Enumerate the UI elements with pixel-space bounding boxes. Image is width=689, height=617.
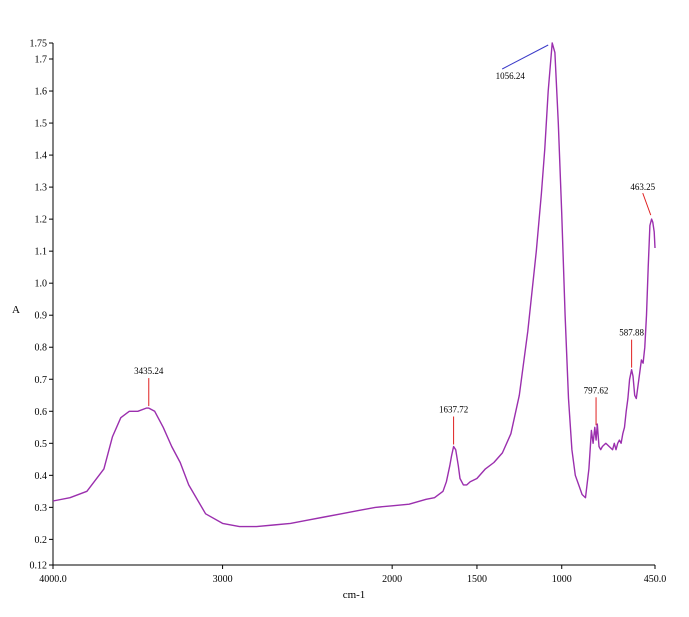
y-tick-label: 0.3 xyxy=(35,503,48,514)
peak-label: 797.62 xyxy=(584,385,609,395)
y-tick-label: 0.2 xyxy=(35,535,48,546)
x-tick-label: 1500 xyxy=(467,574,487,585)
x-tick-label: 450.0 xyxy=(644,574,667,585)
x-axis-label: cm-1 xyxy=(343,589,366,601)
y-tick-label: 0.9 xyxy=(35,311,48,322)
y-tick-label: 1.2 xyxy=(35,215,48,226)
peak-annotations: 3435.24 1637.72 1056.24 797.62 587.88 463.25 xyxy=(134,44,656,445)
y-tick-label: 1.3 xyxy=(35,183,48,194)
y-axis: 1.75 1.7 1.6 1.5 1.4 1.3 1.2 1.1 1.0 0.9 0.8 0.7 0.6… xyxy=(30,39,54,572)
y-tick-label: 0.8 xyxy=(35,343,48,354)
x-tick-label: 4000.0 xyxy=(39,574,67,585)
y-tick-label: 1.4 xyxy=(35,151,48,162)
x-tick-label: 2000 xyxy=(382,574,402,585)
y-tick-label: 0.5 xyxy=(35,439,48,450)
y-axis-label: A xyxy=(12,304,20,316)
x-axis: 4000.0 3000 2000 1500 1000 450.0 xyxy=(39,564,667,585)
y-tick-label: 0.12 xyxy=(30,561,48,572)
peak-label: 3435.24 xyxy=(134,366,164,376)
peak-marker xyxy=(642,192,652,216)
peak-marker xyxy=(501,44,549,70)
y-tick-label: 0.4 xyxy=(35,471,48,482)
y-tick-label: 1.6 xyxy=(35,87,48,98)
peak-label: 587.88 xyxy=(619,328,644,338)
y-tick-label: 1.7 xyxy=(35,55,48,66)
x-tick-label: 3000 xyxy=(213,574,233,585)
y-tick-label: 1.75 xyxy=(30,39,48,50)
x-tick-label: 1000 xyxy=(552,574,572,585)
plot-area xyxy=(52,42,656,528)
y-tick-label: 1.0 xyxy=(35,279,48,290)
spectrum-line xyxy=(52,42,656,528)
y-tick-label: 0.7 xyxy=(35,375,48,386)
peak-label: 463.25 xyxy=(630,182,655,192)
peak-label: 1056.24 xyxy=(496,71,526,81)
y-tick-label: 1.1 xyxy=(35,247,48,258)
y-tick-label: 0.6 xyxy=(35,407,48,418)
y-tick-label: 1.5 xyxy=(35,119,48,130)
peak-label: 1637.72 xyxy=(439,405,468,415)
